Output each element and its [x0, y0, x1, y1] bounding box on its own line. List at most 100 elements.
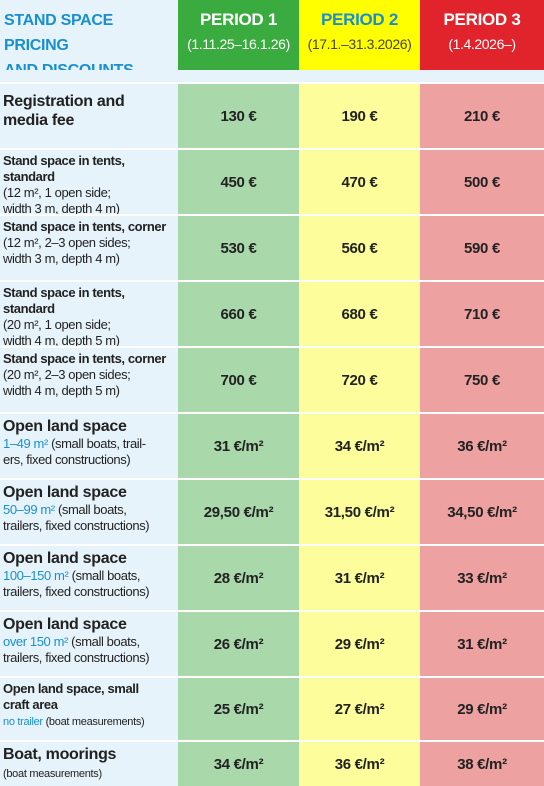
period-1-dates: (1.11.25–16.1.26) [187, 36, 290, 52]
row-detail: trailers, fixed constructions) [3, 584, 150, 599]
row-title: Open land space [3, 550, 127, 567]
row-title: Open land space [3, 616, 127, 633]
row-label: Open land space 100–150 m² (small boats,… [0, 546, 178, 610]
row-label: Stand space in tents, corner (20 m², 2–3… [0, 348, 178, 412]
period-1-name: PERIOD 1 [200, 10, 277, 29]
price-period-3: 210 € [420, 84, 544, 148]
price-period-3: 34,50 €/m² [420, 480, 544, 544]
row-title: Open land space [3, 484, 127, 501]
price-period-1: 34 €/m² [178, 742, 299, 786]
table-row: Stand space in tents, corner (12 m², 2–3… [0, 216, 544, 282]
table-row: Open land space over 150 m² (small boats… [0, 612, 544, 678]
row-detail: (small boats, [67, 634, 140, 649]
price-period-1: 130 € [178, 84, 299, 148]
size-range: 1–49 m² [3, 436, 48, 451]
size-range: 100–150 m² [3, 568, 69, 583]
row-detail: width 3 m, depth 4 m) [3, 251, 120, 266]
row-detail: width 4 m, depth 5 m) [3, 333, 120, 346]
price-period-3: 36 €/m² [420, 414, 544, 478]
row-label: Open land space 1–49 m² (small boats, tr… [0, 414, 178, 478]
price-period-1: 700 € [178, 348, 299, 412]
price-period-2: 720 € [299, 348, 420, 412]
size-range: 50–99 m² [3, 502, 55, 517]
row-label: Open land space, small craft area no tra… [0, 678, 178, 740]
row-title: Stand space in tents, corner [3, 351, 166, 366]
row-detail: (12 m², 1 open side; [3, 185, 111, 200]
price-period-1: 26 €/m² [178, 612, 299, 676]
price-period-3: 590 € [420, 216, 544, 280]
row-detail: trailers, fixed constructions) [3, 650, 150, 665]
period-2-name: PERIOD 2 [321, 10, 398, 29]
row-detail: (20 m², 2–3 open sides; [3, 367, 131, 382]
price-period-2: 36 €/m² [299, 742, 420, 786]
row-title: Registration and media fee [3, 93, 125, 129]
price-period-3: 500 € [420, 150, 544, 214]
price-period-2: 27 €/m² [299, 678, 420, 740]
price-period-2: 34 €/m² [299, 414, 420, 478]
price-period-3: 29 €/m² [420, 678, 544, 740]
row-detail: (12 m², 2–3 open sides; [3, 235, 131, 250]
row-label: Registration and media fee [0, 84, 178, 148]
price-period-2: 31 €/m² [299, 546, 420, 610]
period-1-header: PERIOD 1 (1.11.25–16.1.26) [178, 0, 299, 70]
row-label: Open land space 50–99 m² (small boats, t… [0, 480, 178, 544]
row-detail: ers, fixed constructions) [3, 452, 131, 467]
row-title: Stand space in tents, standard [3, 153, 125, 184]
price-period-2: 190 € [299, 84, 420, 148]
price-period-2: 31,50 €/m² [299, 480, 420, 544]
price-period-2: 470 € [299, 150, 420, 214]
price-period-1: 31 €/m² [178, 414, 299, 478]
period-3-name: PERIOD 3 [443, 10, 521, 29]
table-row: Stand space in tents, corner (20 m², 2–3… [0, 348, 544, 414]
price-period-3: 33 €/m² [420, 546, 544, 610]
row-label: Boat, moorings (boat measurements) [0, 742, 178, 786]
row-title: Boat, moorings [3, 746, 117, 763]
price-period-3: 31 €/m² [420, 612, 544, 676]
row-detail: (20 m², 1 open side; [3, 317, 111, 332]
row-title: Stand space in tents, corner [3, 219, 166, 234]
size-range: over 150 m² [3, 634, 68, 649]
price-period-1: 29,50 €/m² [178, 480, 299, 544]
row-title: Stand space in tents, standard [3, 285, 125, 316]
price-period-3: 38 €/m² [420, 742, 544, 786]
table-row: Open land space, small craft area no tra… [0, 678, 544, 742]
price-period-1: 660 € [178, 282, 299, 346]
table-row: Open land space 50–99 m² (small boats, t… [0, 480, 544, 546]
row-label: Stand space in tents, standard (12 m², 1… [0, 150, 178, 214]
table-row: Registration and media fee 130 € 190 € 2… [0, 84, 544, 150]
row-detail: (small boats, trail- [47, 436, 146, 451]
row-label: Open land space over 150 m² (small boats… [0, 612, 178, 676]
row-detail: trailers, fixed constructions) [3, 518, 150, 533]
price-period-1: 25 €/m² [178, 678, 299, 740]
row-detail: (small boats, [68, 568, 141, 583]
row-detail: (boat measurements) [42, 716, 145, 728]
row-detail: (boat measurements) [3, 768, 102, 780]
row-detail: width 4 m, depth 5 m) [3, 383, 120, 398]
table-header: STAND SPACE PRICING AND DISCOUNTS PERIOD… [0, 0, 544, 79]
period-2-header: PERIOD 2 (17.1.–31.3.2026) [299, 0, 420, 70]
price-period-1: 450 € [178, 150, 299, 214]
price-period-3: 750 € [420, 348, 544, 412]
period-3-dates: (1.4.2026–) [448, 36, 516, 52]
period-2-dates: (17.1.–31.3.2026) [307, 36, 412, 52]
price-period-2: 29 €/m² [299, 612, 420, 676]
row-detail: (small boats, [54, 502, 127, 517]
row-detail: width 3 m, depth 4 m) [3, 201, 120, 214]
price-period-1: 28 €/m² [178, 546, 299, 610]
header-spacer [0, 70, 544, 82]
price-period-2: 680 € [299, 282, 420, 346]
price-period-3: 710 € [420, 282, 544, 346]
row-title: Open land space [3, 418, 127, 435]
period-3-header: PERIOD 3 (1.4.2026–) [420, 0, 544, 70]
row-label: Stand space in tents, corner (12 m², 2–3… [0, 216, 178, 280]
table-row: Open land space 1–49 m² (small boats, tr… [0, 414, 544, 480]
row-label: Stand space in tents, standard (20 m², 1… [0, 282, 178, 346]
price-period-1: 530 € [178, 216, 299, 280]
row-title: Open land space, small craft area [3, 681, 139, 712]
table-title: STAND SPACE PRICING AND DISCOUNTS [0, 0, 178, 79]
table-row: Stand space in tents, standard (20 m², 1… [0, 282, 544, 348]
table-row: Stand space in tents, standard (12 m², 1… [0, 150, 544, 216]
trailer-note: no trailer [3, 716, 43, 728]
table-row: Open land space 100–150 m² (small boats,… [0, 546, 544, 612]
